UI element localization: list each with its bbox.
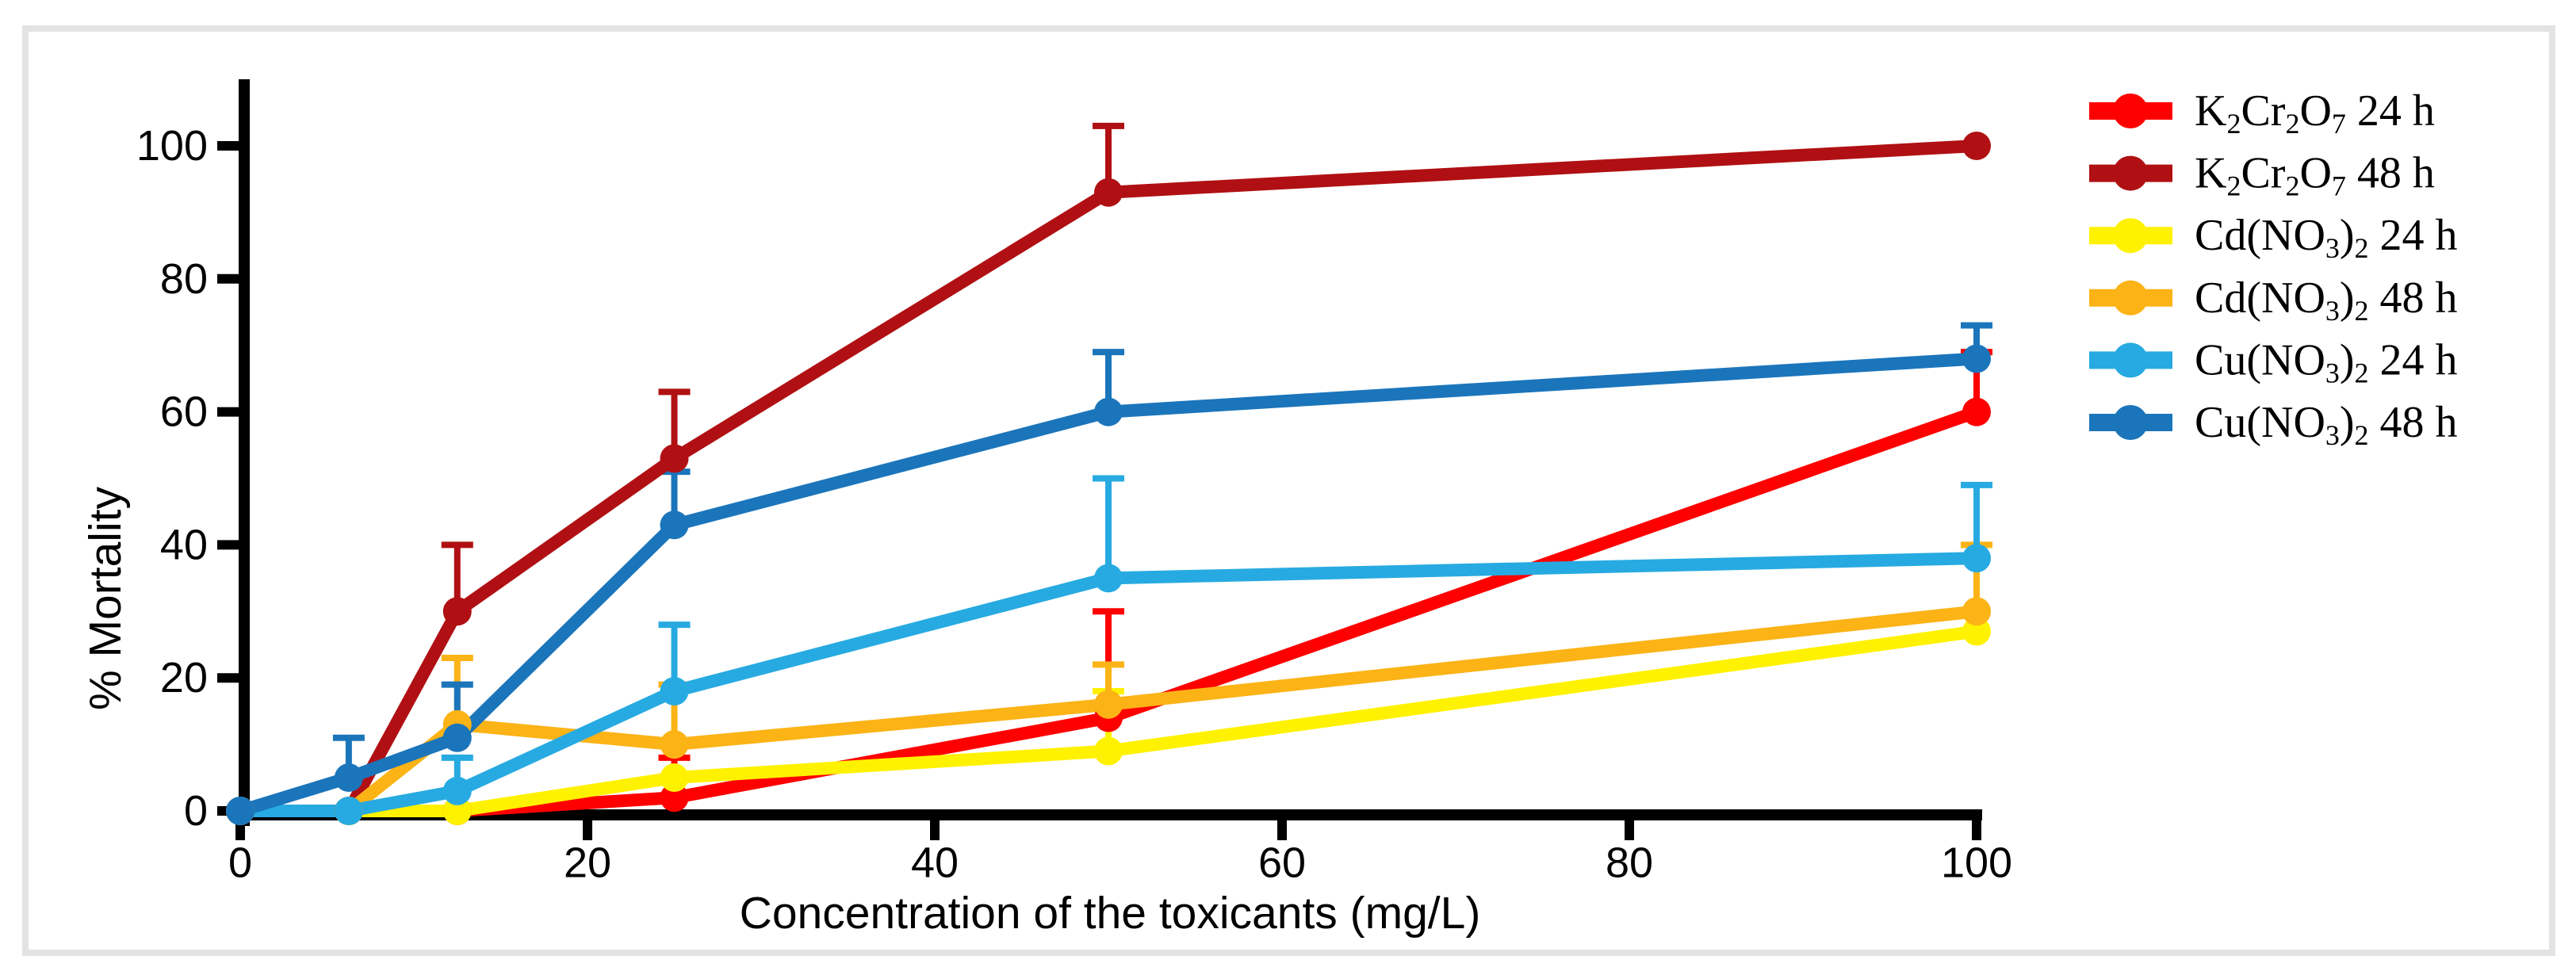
marker-cd-no-3-2-24-h-x50 xyxy=(1094,736,1123,766)
marker-k-2cr-2o-7-48-h-x12.5 xyxy=(442,597,472,626)
marker-cu-no-3-2-48-h-x0 xyxy=(226,797,255,825)
marker-cu-no-3-2-24-h-x100 xyxy=(1962,544,1991,573)
marker-cd-no-3-2-24-h-x12.5 xyxy=(442,797,472,825)
marker-cu-no-3-2-48-h-x100 xyxy=(1962,344,1991,373)
x-tick-label-60: 60 xyxy=(1258,839,1306,886)
y-tick-label-60: 60 xyxy=(160,388,208,436)
marker-k-2cr-2o-7-48-h-x50 xyxy=(1094,178,1123,207)
marker-cd-no-3-2-48-h-x25 xyxy=(660,730,689,759)
marker-k-2cr-2o-7-24-h-x25 xyxy=(660,783,689,812)
marker-k-2cr-2o-7-48-h-x100 xyxy=(1962,132,1991,160)
marker-k-2cr-2o-7-48-h-x25 xyxy=(660,444,689,473)
legend-label-cu-no-3-2-48-h: Cu(NO3)2 48 h xyxy=(2195,398,2458,451)
marker-cu-no-3-2-24-h-x50 xyxy=(1094,564,1123,593)
legend-label-cd-no-3-2-24-h: Cd(NO3)2 24 h xyxy=(2195,211,2458,264)
marker-cd-no-3-2-24-h-x25 xyxy=(660,763,689,793)
x-axis-label: Concentration of the toxicants (mg/L) xyxy=(740,888,1481,939)
legend-swatch-marker-cu-no-3-2-24-h xyxy=(2113,342,2148,378)
x-tick-label-20: 20 xyxy=(564,839,611,886)
marker-cu-no-3-2-48-h-x6.25 xyxy=(334,763,363,793)
y-tick-label-100: 100 xyxy=(136,122,208,170)
legend-label-cd-no-3-2-48-h: Cd(NO3)2 48 h xyxy=(2195,273,2458,327)
legend-swatch-marker-k-2cr-2o-7-48-h xyxy=(2113,155,2148,191)
y-tick-label-0: 0 xyxy=(184,787,208,835)
x-tick-label-100: 100 xyxy=(1941,839,2012,886)
marker-cu-no-3-2-24-h-x6.25 xyxy=(334,797,363,825)
y-tick-label-20: 20 xyxy=(160,654,208,702)
legend-swatch-marker-cu-no-3-2-48-h xyxy=(2113,405,2148,440)
y-axis-label: % Mortality xyxy=(80,487,131,710)
marker-k-2cr-2o-7-24-h-x100 xyxy=(1962,397,1991,426)
x-tick-label-80: 80 xyxy=(1606,839,1653,886)
marker-cu-no-3-2-24-h-x25 xyxy=(660,676,689,705)
legend-label-k-2cr-2o-7-48-h: K2Cr2O7 48 h xyxy=(2195,149,2435,202)
y-tick-label-40: 40 xyxy=(160,521,208,568)
x-tick-label-40: 40 xyxy=(911,839,959,886)
marker-cd-no-3-2-48-h-x50 xyxy=(1094,690,1123,719)
legend-label-cu-no-3-2-24-h: Cu(NO3)2 24 h xyxy=(2195,335,2458,388)
legend-swatch-marker-cd-no-3-2-48-h xyxy=(2113,280,2148,315)
y-tick-label-80: 80 xyxy=(160,255,208,303)
legend-swatch-marker-cd-no-3-2-24-h xyxy=(2113,218,2148,254)
marker-cu-no-3-2-48-h-x12.5 xyxy=(442,723,472,752)
series-line-cu-no-3-2-24-h xyxy=(240,552,1977,817)
x-tick-label-0: 0 xyxy=(228,839,252,886)
marker-cd-no-3-2-48-h-x100 xyxy=(1962,597,1991,626)
marker-cu-no-3-2-48-h-x50 xyxy=(1094,397,1123,426)
marker-cu-no-3-2-48-h-x25 xyxy=(660,510,689,540)
series-line-cu-no-3-2-48-h xyxy=(238,352,1977,817)
legend-swatch-marker-k-2cr-2o-7-24-h xyxy=(2113,94,2148,128)
legend-label-k-2cr-2o-7-24-h: K2Cr2O7 24 h xyxy=(2195,86,2435,140)
marker-cu-no-3-2-24-h-x12.5 xyxy=(442,776,472,805)
marker-cd-no-3-2-24-h-x100 xyxy=(1962,617,1991,646)
